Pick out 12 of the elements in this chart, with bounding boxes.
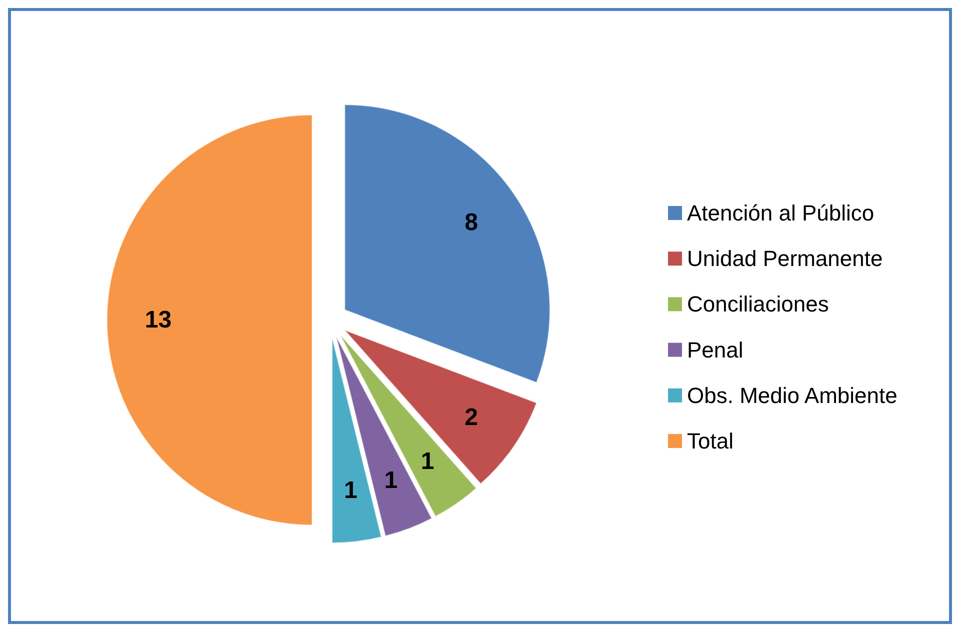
legend-label: Unidad Permanente — [687, 246, 883, 272]
legend-label: Obs. Medio Ambiente — [687, 382, 898, 408]
data-label: 1 — [344, 477, 358, 504]
legend-label: Atención al Público — [687, 200, 874, 226]
data-label: 8 — [464, 208, 478, 236]
data-label: 13 — [144, 306, 172, 334]
legend-label: Penal — [687, 337, 744, 362]
data-label: 2 — [464, 404, 478, 432]
data-label: 1 — [384, 467, 398, 494]
legend-label: Total — [687, 428, 734, 454]
legend-label: Conciliaciones — [687, 292, 829, 317]
data-label: 1 — [420, 448, 434, 475]
